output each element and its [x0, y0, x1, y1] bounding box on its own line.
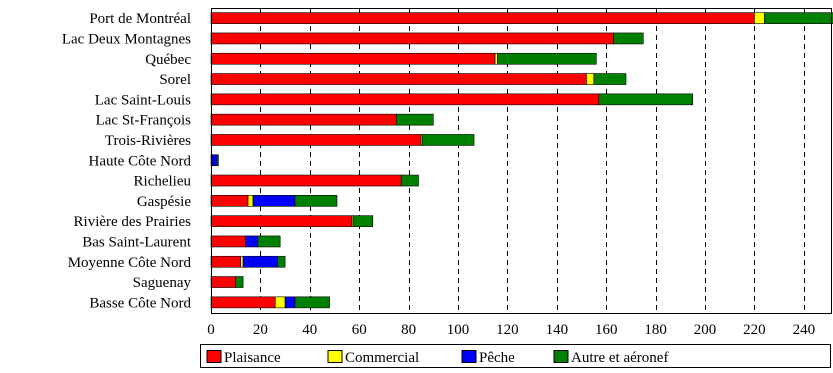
x-axis-ticks: 0 20 40 60 80 100 120 140 160 180 200 220 240 [207, 322, 815, 338]
bar-segment [210, 73, 587, 85]
bar-segment [210, 52, 496, 65]
x-tick-label: 20 [253, 322, 268, 338]
bar-segment [210, 296, 276, 309]
x-tick-label: 200 [694, 322, 717, 338]
category-label: Port de Montréal [89, 11, 191, 27]
legend-swatch [327, 350, 343, 363]
bar-segment [210, 235, 246, 248]
x-tick-label: 140 [546, 322, 569, 338]
category-label: Haute Côte Nord [89, 153, 192, 169]
x-tick-label: 80 [401, 322, 416, 338]
category-label: Bas Saint-Laurent [82, 234, 192, 250]
bar-segment [210, 174, 402, 187]
legend-label: Commercial [345, 350, 419, 366]
x-tick-label: 0 [207, 322, 215, 338]
bar-segment [211, 154, 218, 167]
bar-segment [210, 93, 600, 106]
x-tick-label: 40 [302, 322, 317, 338]
bar-segment [210, 255, 241, 268]
bar-segment [252, 195, 296, 207]
bar-segment [764, 12, 833, 24]
bar-segment [754, 12, 765, 24]
category-label: Saguenay [133, 275, 192, 291]
bar-segment [277, 255, 286, 268]
bar-segment [240, 255, 244, 268]
bar-segment [593, 73, 627, 85]
x-tick-label: 100 [447, 322, 470, 338]
bars [210, 12, 833, 309]
legend-swatch [553, 350, 569, 363]
bar-segment [247, 195, 254, 207]
bar-segment [210, 32, 614, 45]
bar-segment [210, 113, 397, 126]
legend-swatch [206, 350, 222, 363]
bar-segment [245, 235, 259, 248]
bar-segment [294, 296, 330, 309]
bar-segment [210, 195, 249, 207]
bar-segment [210, 276, 237, 288]
legend-label: Autre et aéronef [571, 350, 668, 366]
category-label: Gaspésie [137, 194, 191, 210]
bar-segment [257, 235, 281, 248]
category-labels: Port de Montréal Lac Deux Montagnes Québec… [62, 11, 192, 311]
legend-swatch [461, 350, 477, 363]
bar-segment [284, 296, 296, 309]
x-tick-label: 60 [352, 322, 367, 338]
category-label: Lac St-François [96, 113, 192, 129]
bar-segment [210, 12, 755, 24]
x-tick-label: 240 [793, 322, 816, 338]
x-tick-label: 220 [743, 322, 766, 338]
bar-segment [294, 195, 338, 207]
bar-segment [598, 93, 693, 106]
legend-box [200, 344, 831, 368]
bar-segment [400, 174, 419, 187]
category-label: Québec [145, 52, 191, 68]
category-label: Moyenne Côte Nord [68, 255, 192, 271]
bar-segment [613, 32, 644, 45]
category-label: Lac Saint-Louis [95, 92, 191, 108]
legend-label: Plaisance [224, 350, 281, 366]
grid-lines [260, 8, 805, 313]
category-label: Sorel [159, 72, 191, 88]
bar-segment [421, 134, 475, 146]
category-label: Trois-Rivières [105, 133, 191, 149]
category-label: Rivière des Prairies [74, 214, 192, 230]
category-label: Richelieu [134, 174, 192, 190]
bar-segment [494, 52, 498, 65]
legend-label: Pêche [479, 350, 515, 366]
x-tick-label: 120 [496, 322, 519, 338]
x-tick-label: 160 [595, 322, 618, 338]
bar-segment [216, 154, 219, 167]
bar-segment [395, 113, 434, 126]
category-label: Basse Côte Nord [89, 295, 191, 311]
bar-segment [586, 73, 595, 85]
bar-segment [242, 255, 278, 268]
bar-segment [235, 276, 244, 288]
plot-frame [211, 8, 832, 314]
category-label: Lac Deux Montagnes [62, 31, 191, 47]
legend: Plaisance Commercial Pêche Autre et aéronef [200, 344, 831, 368]
bar-segment [210, 215, 353, 227]
x-tick-label: 180 [644, 322, 667, 338]
bar-segment [497, 52, 597, 65]
bar-segment [210, 134, 422, 146]
bar-segment [274, 296, 286, 309]
bar-segment [352, 215, 374, 227]
